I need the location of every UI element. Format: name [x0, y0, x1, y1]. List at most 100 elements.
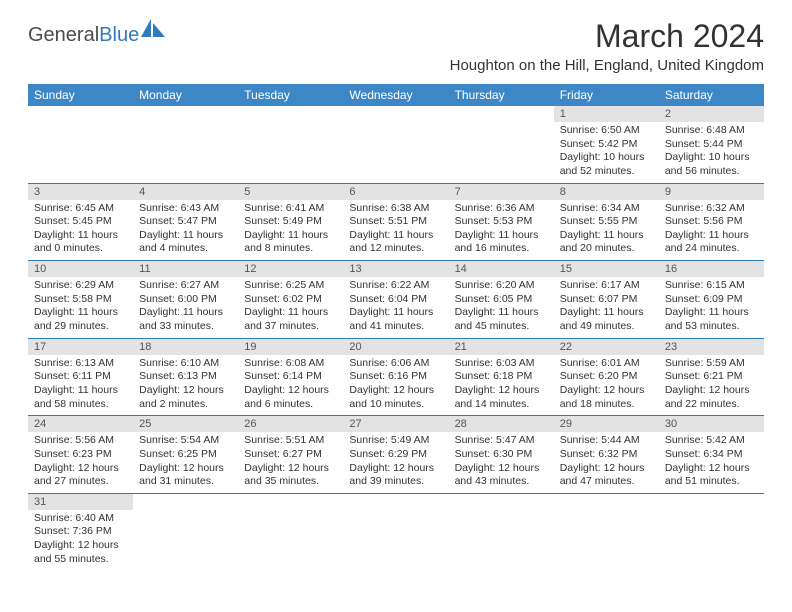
calendar-day-cell: 2Sunrise: 6:48 AMSunset: 5:44 PMDaylight… — [659, 106, 764, 183]
day-line: Sunset: 6:11 PM — [34, 370, 127, 384]
header: GeneralBlue March 2024 Houghton on the H… — [28, 18, 764, 74]
day-number: 4 — [133, 184, 238, 200]
day-line: and 27 minutes. — [34, 475, 127, 489]
sail-icon — [141, 19, 167, 37]
day-number: 26 — [238, 416, 343, 432]
day-content: Sunrise: 6:10 AMSunset: 6:13 PMDaylight:… — [133, 355, 238, 416]
day-content: Sunrise: 5:49 AMSunset: 6:29 PMDaylight:… — [343, 432, 448, 493]
day-content: Sunrise: 6:48 AMSunset: 5:44 PMDaylight:… — [659, 122, 764, 183]
day-line: Daylight: 11 hours — [349, 229, 442, 243]
day-line: Daylight: 12 hours — [455, 384, 548, 398]
day-line: Sunset: 6:21 PM — [665, 370, 758, 384]
day-line: Sunset: 5:56 PM — [665, 215, 758, 229]
day-content: Sunrise: 6:36 AMSunset: 5:53 PMDaylight:… — [449, 200, 554, 261]
logo-text-general: General — [28, 24, 99, 47]
day-line: Sunrise: 5:54 AM — [139, 434, 232, 448]
calendar-day-cell: 4Sunrise: 6:43 AMSunset: 5:47 PMDaylight… — [133, 183, 238, 261]
day-line: Sunset: 6:13 PM — [139, 370, 232, 384]
day-line: Daylight: 12 hours — [34, 539, 127, 553]
day-line: and 41 minutes. — [349, 320, 442, 334]
day-line: Sunset: 5:45 PM — [34, 215, 127, 229]
day-line: Daylight: 11 hours — [560, 229, 653, 243]
day-line: and 37 minutes. — [244, 320, 337, 334]
day-line: and 10 minutes. — [349, 398, 442, 412]
calendar-week-row: 17Sunrise: 6:13 AMSunset: 6:11 PMDayligh… — [28, 338, 764, 416]
day-content: Sunrise: 6:32 AMSunset: 5:56 PMDaylight:… — [659, 200, 764, 261]
day-number: 1 — [554, 106, 659, 122]
day-line: Sunrise: 6:27 AM — [139, 279, 232, 293]
day-line: Sunrise: 6:01 AM — [560, 357, 653, 371]
calendar-day-cell: 24Sunrise: 5:56 AMSunset: 6:23 PMDayligh… — [28, 416, 133, 494]
day-line: Daylight: 11 hours — [455, 306, 548, 320]
day-number: 21 — [449, 339, 554, 355]
day-number: 31 — [28, 494, 133, 510]
day-line: Sunrise: 6:20 AM — [455, 279, 548, 293]
day-line: Daylight: 11 hours — [244, 306, 337, 320]
day-line: and 43 minutes. — [455, 475, 548, 489]
day-line: and 20 minutes. — [560, 242, 653, 256]
calendar-day-cell: 1Sunrise: 6:50 AMSunset: 5:42 PMDaylight… — [554, 106, 659, 183]
day-content: Sunrise: 6:01 AMSunset: 6:20 PMDaylight:… — [554, 355, 659, 416]
day-content: Sunrise: 6:03 AMSunset: 6:18 PMDaylight:… — [449, 355, 554, 416]
day-line: Sunset: 5:53 PM — [455, 215, 548, 229]
calendar-day-cell: 25Sunrise: 5:54 AMSunset: 6:25 PMDayligh… — [133, 416, 238, 494]
day-line: and 56 minutes. — [665, 165, 758, 179]
day-content: Sunrise: 6:17 AMSunset: 6:07 PMDaylight:… — [554, 277, 659, 338]
day-content: Sunrise: 6:25 AMSunset: 6:02 PMDaylight:… — [238, 277, 343, 338]
day-line: Sunset: 6:27 PM — [244, 448, 337, 462]
day-number: 9 — [659, 184, 764, 200]
day-line: and 58 minutes. — [34, 398, 127, 412]
day-line: Sunset: 6:30 PM — [455, 448, 548, 462]
day-line: Daylight: 11 hours — [665, 229, 758, 243]
day-line: Daylight: 12 hours — [139, 462, 232, 476]
calendar-day-cell: 3Sunrise: 6:45 AMSunset: 5:45 PMDaylight… — [28, 183, 133, 261]
month-title: March 2024 — [450, 18, 764, 55]
day-content: Sunrise: 5:54 AMSunset: 6:25 PMDaylight:… — [133, 432, 238, 493]
day-number: 25 — [133, 416, 238, 432]
day-line: Daylight: 11 hours — [244, 229, 337, 243]
day-content: Sunrise: 6:13 AMSunset: 6:11 PMDaylight:… — [28, 355, 133, 416]
calendar-week-row: 24Sunrise: 5:56 AMSunset: 6:23 PMDayligh… — [28, 416, 764, 494]
day-line: Sunrise: 6:17 AM — [560, 279, 653, 293]
day-line: Daylight: 12 hours — [455, 462, 548, 476]
calendar-day-cell: 21Sunrise: 6:03 AMSunset: 6:18 PMDayligh… — [449, 338, 554, 416]
calendar-day-cell: 28Sunrise: 5:47 AMSunset: 6:30 PMDayligh… — [449, 416, 554, 494]
day-line: Sunrise: 6:10 AM — [139, 357, 232, 371]
day-line: Sunrise: 5:59 AM — [665, 357, 758, 371]
day-line: Daylight: 12 hours — [560, 462, 653, 476]
day-line: Sunrise: 5:51 AM — [244, 434, 337, 448]
calendar-day-cell: 16Sunrise: 6:15 AMSunset: 6:09 PMDayligh… — [659, 261, 764, 339]
calendar-day-cell — [659, 493, 764, 570]
day-line: Sunrise: 6:22 AM — [349, 279, 442, 293]
title-block: March 2024 Houghton on the Hill, England… — [450, 18, 764, 74]
day-number: 12 — [238, 261, 343, 277]
day-number: 10 — [28, 261, 133, 277]
day-content: Sunrise: 6:45 AMSunset: 5:45 PMDaylight:… — [28, 200, 133, 261]
day-line: Sunrise: 6:03 AM — [455, 357, 548, 371]
day-line: and 12 minutes. — [349, 242, 442, 256]
calendar-day-cell: 8Sunrise: 6:34 AMSunset: 5:55 PMDaylight… — [554, 183, 659, 261]
day-line: Sunset: 5:47 PM — [139, 215, 232, 229]
day-number: 28 — [449, 416, 554, 432]
day-line: Daylight: 12 hours — [349, 462, 442, 476]
calendar-day-cell: 14Sunrise: 6:20 AMSunset: 6:05 PMDayligh… — [449, 261, 554, 339]
day-number: 7 — [449, 184, 554, 200]
calendar-day-cell — [238, 106, 343, 183]
day-line: Sunset: 6:23 PM — [34, 448, 127, 462]
day-line: and 39 minutes. — [349, 475, 442, 489]
calendar-table: SundayMondayTuesdayWednesdayThursdayFrid… — [28, 84, 764, 570]
day-content: Sunrise: 6:38 AMSunset: 5:51 PMDaylight:… — [343, 200, 448, 261]
day-line: Daylight: 11 hours — [349, 306, 442, 320]
day-line: Daylight: 11 hours — [34, 229, 127, 243]
day-line: Sunset: 6:00 PM — [139, 293, 232, 307]
calendar-day-cell: 31Sunrise: 6:40 AMSunset: 7:36 PMDayligh… — [28, 493, 133, 570]
weekday-header: Friday — [554, 84, 659, 106]
day-line: Sunset: 5:58 PM — [34, 293, 127, 307]
day-line: Daylight: 12 hours — [560, 384, 653, 398]
day-line: Sunrise: 5:42 AM — [665, 434, 758, 448]
day-line: Sunrise: 6:45 AM — [34, 202, 127, 216]
day-line: Daylight: 12 hours — [349, 384, 442, 398]
day-line: Sunset: 6:02 PM — [244, 293, 337, 307]
day-line: Sunrise: 6:36 AM — [455, 202, 548, 216]
day-number: 20 — [343, 339, 448, 355]
